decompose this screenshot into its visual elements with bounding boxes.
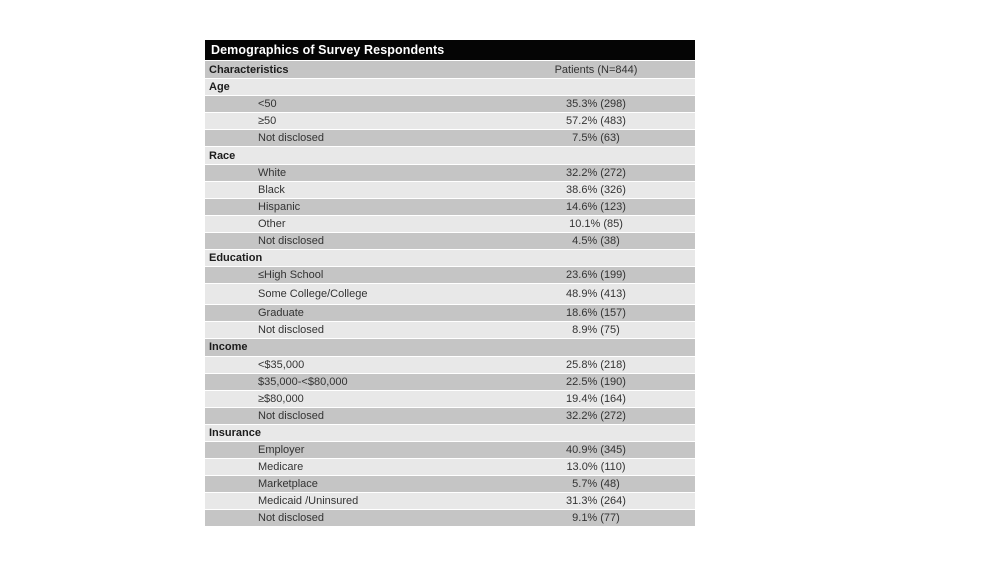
row-value: 48.9% (413) [566, 288, 626, 301]
row-label: Other [258, 217, 286, 230]
column-header-patients: Patients (N=844) [554, 63, 638, 76]
table-row: White 32.2% (272) [205, 163, 695, 181]
demographics-table: Demographics of Survey Respondents Chara… [205, 40, 695, 527]
row-value: 4.5% (38) [572, 234, 620, 247]
row-label: Employer [258, 444, 305, 457]
table-row: ≥50 57.2% (483) [205, 112, 695, 130]
row-value: 40.9% (345) [566, 444, 626, 457]
row-value: 35.3% (298) [566, 98, 626, 111]
row-label: <$35,000 [258, 358, 305, 371]
section-row-income: Income [205, 338, 695, 356]
table-row: Medicare 13.0% (110) [205, 458, 695, 476]
table-row: Not disclosed 4.5% (38) [205, 231, 695, 250]
row-value: 32.2% (272) [566, 409, 626, 422]
table-row: ≤High School 23.6% (199) [205, 266, 695, 284]
section-label: Age [209, 81, 230, 94]
section-row-education: Education [205, 249, 695, 267]
row-value: 38.6% (326) [566, 183, 626, 196]
row-value: 5.7% (48) [572, 478, 620, 491]
table-row: Black 38.6% (326) [205, 180, 695, 198]
row-value: 10.1% (85) [569, 217, 623, 230]
table-row: Other 10.1% (85) [205, 214, 695, 232]
row-value: 23.6% (199) [566, 269, 626, 282]
table-row: Some College/College 48.9% (413) [205, 283, 695, 305]
table-row: Employer 40.9% (345) [205, 440, 695, 459]
table-body: Characteristics Patients (N=844) Age <50… [205, 61, 695, 527]
row-value: 18.6% (157) [566, 307, 626, 320]
table-row: Marketplace 5.7% (48) [205, 475, 695, 493]
table-row: Not disclosed 8.9% (75) [205, 321, 695, 339]
row-value: 32.2% (272) [566, 166, 626, 179]
section-label: Race [209, 149, 236, 162]
column-header-characteristics: Characteristics [209, 63, 289, 76]
row-label: ≥50 [258, 115, 277, 128]
table-row: <50 35.3% (298) [205, 95, 695, 113]
row-label: Not disclosed [258, 512, 325, 525]
row-label: Marketplace [258, 478, 318, 491]
row-label: Not disclosed [258, 409, 325, 422]
table-row: Not disclosed 32.2% (272) [205, 406, 695, 424]
table-row: Not disclosed 7.5% (63) [205, 129, 695, 147]
row-value: 31.3% (264) [566, 495, 626, 508]
table-row: Hispanic 14.6% (123) [205, 197, 695, 215]
section-label: Income [209, 341, 248, 354]
row-value: 8.9% (75) [572, 324, 620, 337]
row-value: 9.1% (77) [572, 512, 620, 525]
row-label: White [258, 166, 287, 179]
table-row: ≥$80,000 19.4% (164) [205, 389, 695, 407]
row-label: <50 [258, 98, 277, 111]
row-label: Black [258, 183, 285, 196]
table-row: $35,000-<$80,000 22.5% (190) [205, 372, 695, 390]
row-label: Not disclosed [258, 324, 325, 337]
table-header-row: Characteristics Patients (N=844) [205, 61, 695, 79]
row-value: 57.2% (483) [566, 115, 626, 128]
row-value: 25.8% (218) [566, 358, 626, 371]
row-label: ≤High School [258, 269, 324, 282]
row-value: 14.6% (123) [566, 200, 626, 213]
row-label: Not disclosed [258, 132, 325, 145]
table-row: <$35,000 25.8% (218) [205, 355, 695, 373]
table-row: Graduate 18.6% (157) [205, 304, 695, 322]
table-row: Medicaid /Uninsured 31.3% (264) [205, 492, 695, 510]
row-label: Medicaid /Uninsured [258, 495, 359, 508]
row-label: Hispanic [258, 200, 301, 213]
table-title: Demographics of Survey Respondents [205, 40, 695, 60]
row-label: ≥$80,000 [258, 392, 304, 405]
row-label: Medicare [258, 461, 304, 474]
section-row-race: Race [205, 146, 695, 164]
section-row-age: Age [205, 78, 695, 96]
table-row: Not disclosed 9.1% (77) [205, 509, 695, 527]
row-label: Not disclosed [258, 234, 325, 247]
row-label: $35,000-<$80,000 [258, 375, 348, 388]
row-label: Some College/College [258, 288, 368, 301]
row-value: 19.4% (164) [566, 392, 626, 405]
row-label: Graduate [258, 307, 304, 320]
section-row-insurance: Insurance [205, 423, 695, 441]
row-value: 7.5% (63) [572, 132, 620, 145]
row-value: 22.5% (190) [566, 375, 626, 388]
row-value: 13.0% (110) [566, 461, 626, 474]
section-label: Education [209, 252, 263, 265]
section-label: Insurance [209, 426, 261, 439]
